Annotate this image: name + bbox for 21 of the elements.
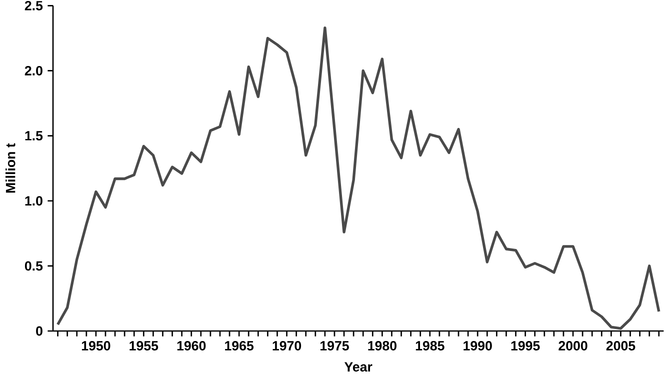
- x-tick-label: 1995: [511, 341, 540, 350]
- x-tick-label: 1970: [272, 341, 302, 350]
- y-tick-label: 1.0: [25, 196, 42, 206]
- x-tick-label: 1960: [177, 341, 206, 350]
- y-tick-label: 0.5: [24, 261, 43, 271]
- y-tick-label: 1.5: [25, 131, 43, 140]
- x-tick-label: 1985: [416, 341, 444, 350]
- y-tick-label: 2.5: [24, 0, 43, 10]
- x-axis-title: Year: [344, 362, 372, 372]
- x-tick-label: 2005: [606, 341, 636, 350]
- x-tick-label: 1980: [368, 341, 396, 350]
- x-tick-label: 1990: [464, 341, 492, 350]
- x-tick-label: 1965: [225, 341, 254, 350]
- x-tick-label: 1955: [130, 341, 158, 350]
- x-tick-label: 1950: [82, 341, 110, 350]
- line-series: [56, 26, 660, 330]
- y-tick-label: 0: [36, 326, 42, 336]
- y-axis-title: Million t: [5, 143, 16, 193]
- x-tick-label: 1975: [320, 341, 349, 350]
- y-tick-label: 2.0: [24, 66, 42, 76]
- x-tick-label: 2000: [558, 341, 588, 350]
